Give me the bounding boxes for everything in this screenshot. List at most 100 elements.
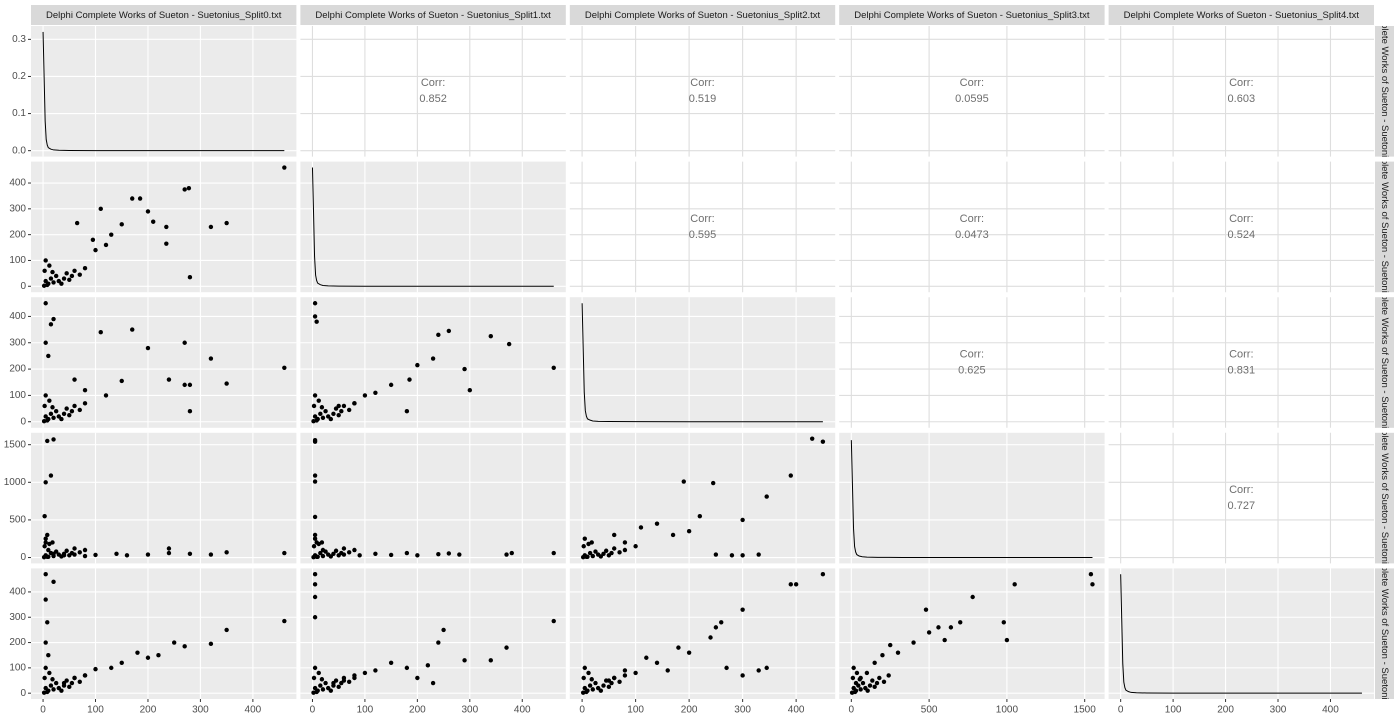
y-tick-label: 100 <box>9 663 26 674</box>
panel-background <box>839 297 1105 428</box>
point <box>114 551 119 556</box>
strip <box>1375 568 1394 699</box>
point <box>61 551 67 556</box>
point <box>622 668 628 673</box>
y-tick-label: 1500 <box>4 439 27 450</box>
point <box>53 273 59 279</box>
point <box>328 688 334 693</box>
point <box>312 479 318 484</box>
y-tick-label: 300 <box>9 203 26 214</box>
panel: Corr: 0.852 <box>419 77 447 105</box>
point <box>50 269 55 275</box>
point <box>43 393 48 398</box>
point <box>45 620 50 625</box>
point <box>312 301 318 306</box>
point <box>45 554 50 559</box>
corr-value: 0.831 <box>1228 364 1256 376</box>
point <box>311 403 317 409</box>
panel-background <box>31 432 297 564</box>
point <box>318 411 323 417</box>
point <box>312 514 318 520</box>
corr-value: 0.0473 <box>955 229 989 241</box>
point <box>64 678 69 683</box>
panel: Corr: 0.625 <box>958 348 986 376</box>
point <box>676 645 681 650</box>
point <box>388 382 394 388</box>
corr-label: Corr: <box>421 77 445 89</box>
y-tick-label: 0.1 <box>12 108 26 119</box>
point <box>103 242 109 248</box>
point <box>316 398 321 403</box>
x-tick-label: 1000 <box>996 705 1019 716</box>
point <box>51 579 56 585</box>
point <box>45 438 50 444</box>
point <box>319 677 325 682</box>
x-tick-label: 0 <box>310 705 316 716</box>
point <box>43 665 48 671</box>
y-tick-label: 400 <box>9 587 26 598</box>
point <box>415 362 420 368</box>
strip <box>1108 5 1374 25</box>
strip-group: Delphi Complete Works of Sueton - Sueton… <box>1379 516 1390 720</box>
point <box>373 668 378 673</box>
point <box>850 675 856 681</box>
point <box>93 552 98 558</box>
point <box>312 594 318 600</box>
point <box>654 521 660 526</box>
point <box>362 670 368 676</box>
point <box>331 683 336 688</box>
point <box>341 675 347 681</box>
corr-value: 0.0595 <box>955 93 989 105</box>
panel: Corr: 0.0595 <box>955 77 989 105</box>
point <box>551 550 556 556</box>
point <box>61 411 67 417</box>
point <box>59 416 64 422</box>
point <box>130 327 135 332</box>
point <box>724 665 729 671</box>
point <box>182 187 187 192</box>
point <box>316 670 321 676</box>
point <box>43 480 48 485</box>
point <box>119 222 124 227</box>
y-tick-label: 1000 <box>4 477 27 488</box>
point <box>633 670 638 676</box>
point <box>151 219 156 224</box>
point <box>467 387 473 393</box>
point <box>323 549 328 554</box>
point <box>590 553 596 559</box>
point <box>584 689 589 695</box>
x-tick-label: 100 <box>627 705 644 716</box>
point <box>45 282 50 288</box>
point <box>612 546 617 551</box>
point <box>820 439 826 444</box>
point <box>312 473 318 478</box>
point <box>314 319 319 324</box>
y-tick-label: 300 <box>9 612 26 623</box>
point <box>61 276 67 281</box>
point <box>352 673 357 678</box>
point <box>877 675 882 681</box>
point <box>311 675 317 681</box>
point <box>67 277 72 283</box>
y-tick-label: 0.0 <box>12 145 26 156</box>
point <box>48 411 54 417</box>
point <box>880 653 885 658</box>
strip-label: Delphi Complete Works of Sueton - Sueton… <box>1379 516 1390 720</box>
strip <box>300 5 566 25</box>
point <box>318 550 323 556</box>
panel: Corr: 0.524 <box>1228 213 1256 241</box>
point <box>764 494 769 499</box>
point <box>436 640 441 645</box>
point <box>48 683 54 688</box>
point <box>654 660 660 666</box>
panel: Corr: 0.0473 <box>955 213 989 241</box>
x-tick-label: 500 <box>921 705 938 716</box>
point <box>820 572 826 577</box>
point <box>713 625 719 630</box>
point <box>50 540 55 545</box>
point <box>98 330 103 335</box>
panel-background <box>1108 26 1374 157</box>
point <box>72 403 77 409</box>
point <box>504 552 509 557</box>
